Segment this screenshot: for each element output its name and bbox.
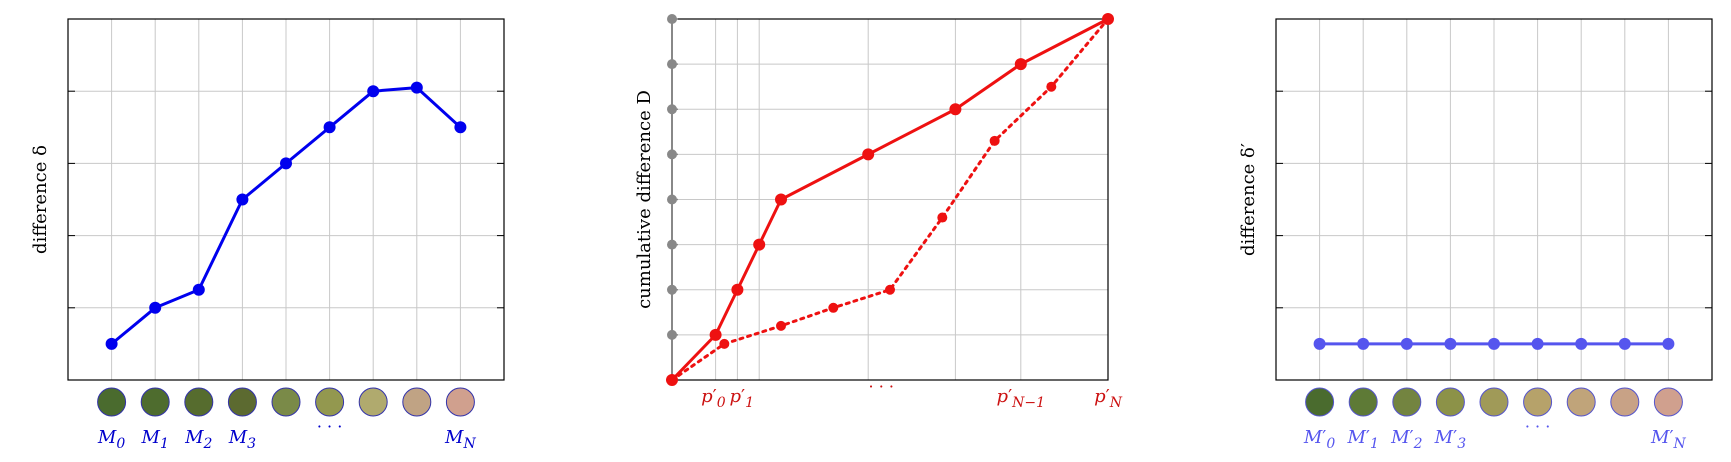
- x-tick-label: p′0: [701, 386, 726, 411]
- data-point: [828, 302, 839, 313]
- series-line-dotted: [670, 17, 1110, 382]
- model-marker-icon: [1392, 387, 1422, 417]
- model-marker-icon: [140, 387, 170, 417]
- y-axis-label: difference δ′: [1238, 143, 1259, 256]
- data-point: [1618, 337, 1631, 350]
- model-marker-icon: [1305, 387, 1335, 417]
- data-point: [1014, 58, 1027, 71]
- x-tick-label: p′1: [729, 386, 754, 411]
- data-point: [949, 103, 962, 116]
- model-label: MN: [444, 427, 476, 452]
- model-marker-icon: [1523, 387, 1553, 417]
- data-point: [709, 328, 722, 341]
- data-point: [192, 283, 205, 296]
- data-point: [775, 193, 787, 206]
- data-point: [1046, 81, 1057, 92]
- model-marker-icon: [1653, 387, 1683, 417]
- model-marker-icon: [358, 387, 388, 417]
- ellipsis-label: · · ·: [1525, 417, 1550, 436]
- data-point: [323, 121, 336, 134]
- chart-panel-2: cumulative difference D p′0 p′1 p′N−1 p′N · ·…: [634, 13, 1123, 411]
- data-point: [1444, 337, 1457, 350]
- plot-frame: [67, 18, 505, 381]
- data-point: [1103, 14, 1113, 24]
- data-point: [862, 148, 875, 161]
- model-marker-icon: [315, 387, 345, 417]
- data-point: [937, 212, 948, 223]
- prime-model-label: M′N: [1650, 427, 1687, 452]
- model-marker-icon: [227, 387, 257, 417]
- x-tick-label: p′N−1: [997, 386, 1046, 411]
- y-axis-label: cumulative difference D: [634, 90, 655, 309]
- prime-model-label: M′1: [1346, 427, 1378, 452]
- data-point: [776, 320, 786, 331]
- y-axis-label: difference δ: [30, 145, 51, 254]
- ellipsis-label: · · ·: [317, 417, 342, 436]
- chart-panel-1: difference δ M0 M1 M2 M3 MN · · ·: [30, 18, 505, 452]
- prime-model-label: M′3: [1434, 427, 1467, 452]
- prime-model-label: M′2: [1390, 427, 1423, 452]
- model-marker-icon: [445, 387, 475, 417]
- data-point: [667, 375, 677, 385]
- prime-model-label: M′0: [1303, 427, 1336, 452]
- model-marker-icon: [271, 387, 301, 417]
- model-marker-icon: [402, 387, 432, 417]
- model-marker-icon: [97, 387, 127, 417]
- data-point: [280, 157, 292, 170]
- data-point: [1357, 337, 1370, 350]
- model-label: M3: [228, 427, 256, 452]
- model-marker-icon: [1566, 387, 1596, 417]
- model-marker-icon: [1435, 387, 1465, 417]
- model-label: M0: [97, 427, 125, 452]
- data-point: [1400, 337, 1413, 350]
- data-point: [719, 338, 730, 349]
- data-point: [753, 238, 766, 251]
- model-marker-icon: [1610, 387, 1640, 417]
- data-point: [236, 193, 249, 206]
- data-point: [367, 85, 380, 98]
- data-point: [1488, 337, 1500, 350]
- data-point: [1531, 337, 1544, 350]
- model-marker-icon: [1348, 387, 1378, 417]
- data-point: [454, 121, 467, 134]
- data-point: [105, 337, 118, 350]
- data-point: [731, 283, 744, 296]
- model-marker-icon: [184, 387, 214, 417]
- data-point: [410, 81, 423, 94]
- model-label: M1: [141, 427, 169, 452]
- plot-frame: [1275, 18, 1713, 381]
- data-point: [1662, 337, 1675, 350]
- model-marker-icon: [1479, 387, 1509, 417]
- data-point: [885, 284, 895, 295]
- data-point: [1313, 337, 1326, 350]
- chart-panel-3: difference δ′ M′0 M′1 M′2 M′3 M′N · · ·: [1238, 18, 1713, 452]
- data-point: [989, 135, 1000, 146]
- model-label: M2: [184, 427, 212, 452]
- data-point: [149, 301, 162, 314]
- x-tick-label: p′N: [1094, 386, 1123, 411]
- data-point: [1575, 337, 1588, 350]
- ellipsis-label: · · ·: [869, 377, 894, 396]
